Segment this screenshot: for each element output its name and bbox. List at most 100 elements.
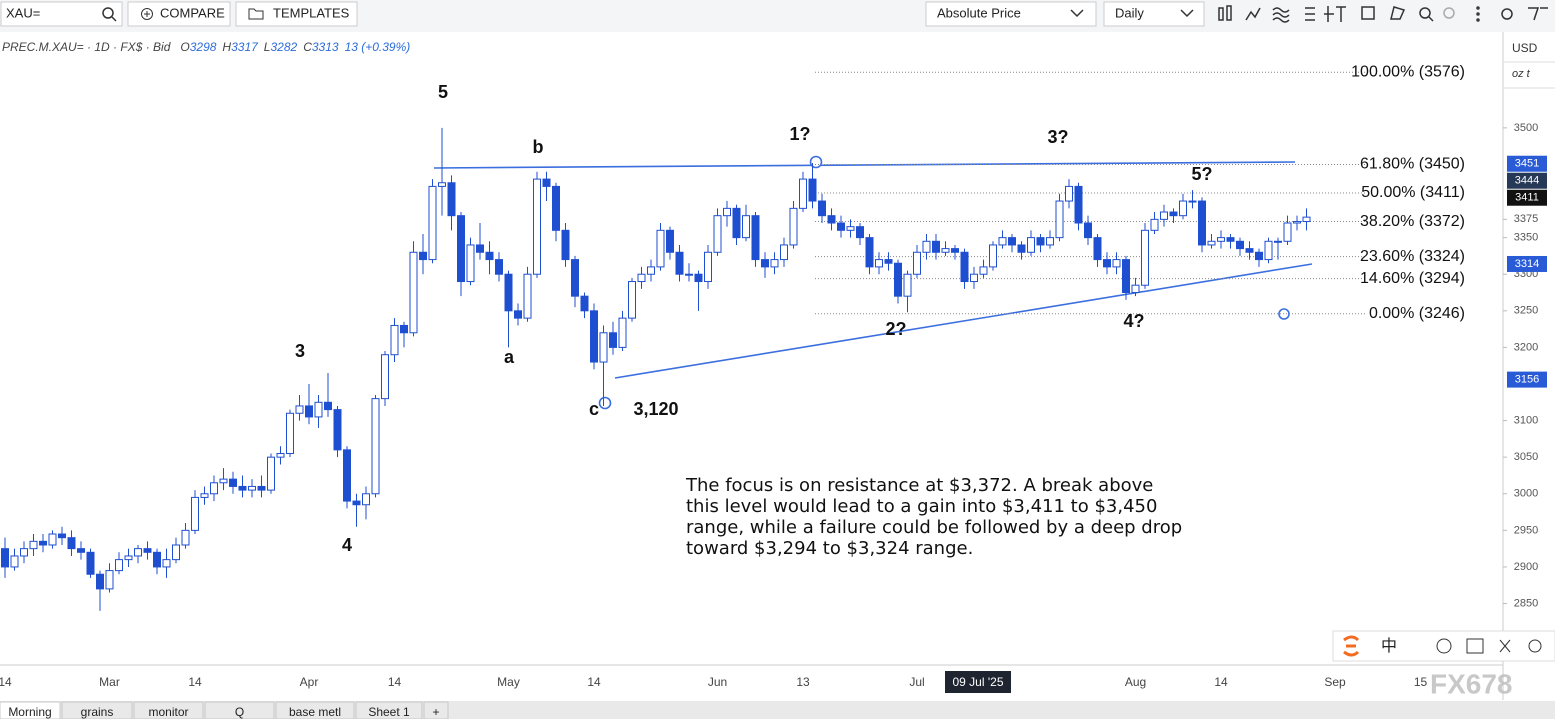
tab-label[interactable]: grains [81,705,114,719]
candle-body [495,259,503,275]
candle-body [1293,221,1301,224]
candle-body [1179,200,1187,217]
candle-body [1274,240,1282,243]
candle-body [846,226,855,231]
x-tick-label: Sep [1324,675,1346,689]
candle-body [628,281,636,319]
candle-body [229,478,237,487]
y-tick-label: 3050 [1514,451,1538,463]
candle-body [789,207,798,246]
candle-body [875,259,883,268]
x-tick-label: Mar [99,675,120,689]
candle-body [67,537,76,550]
candle-body [1255,251,1263,261]
candle-body [1074,185,1083,224]
candle-body [514,310,522,319]
candle-body [1169,211,1178,217]
dock[interactable]: 中 [1332,630,1555,662]
candle-body [751,215,760,261]
chart-legend: PREC.M.XAU= · 1D · FX$ · Bid O3298 H3317 L3… [2,40,410,54]
fib-label: 50.00% (3411) [1361,184,1465,201]
y-tick-label: 3200 [1514,341,1538,353]
candle-body [542,178,551,187]
price-mode-label: Absolute Price [937,5,1021,20]
candle-body [1217,237,1225,242]
tab-label[interactable]: Q [235,705,244,719]
candle-body [1283,222,1292,242]
templates-button[interactable]: TEMPLATES [235,1,358,27]
candle-body [457,215,465,283]
y-tick-label: 2850 [1514,597,1538,609]
candle-body [903,273,912,297]
candle-body [1131,284,1140,294]
tool-icons[interactable] [1218,5,1548,23]
candle-body [1093,237,1102,261]
candle-body [314,401,323,418]
candle-body [276,453,285,458]
weight-unit[interactable]: oz t [1512,68,1531,80]
trendlines [433,155,1313,410]
tab-label[interactable]: monitor [148,705,188,719]
candle-body [941,248,950,253]
candle-body [381,354,389,400]
candle-body [77,548,85,553]
candle-body [428,185,437,261]
x-tick-label: May [497,675,520,689]
candle-body [238,485,247,491]
candle-body [666,229,674,253]
wave-label: b [533,137,544,157]
wave-label: c [589,399,599,419]
candle-body [922,240,931,253]
legend-ohlc-label: C [303,40,312,54]
x-tick-label: 14 [0,675,12,689]
x-tick-label: 14 [388,675,402,689]
candle-body [770,259,779,268]
candle-body [447,182,456,217]
candle-body [1112,259,1121,268]
search-box[interactable]: XAU= [0,1,123,27]
legend-change: 13 (+0.39%) [345,40,411,54]
candle-body [39,540,47,546]
compare-button[interactable]: COMPARE [127,1,231,27]
candle-body [476,244,484,253]
legend-ohlc-label: H [222,40,231,54]
candle-body [913,251,921,275]
wave-label: 3,120 [633,399,678,419]
x-tick-label: 14 [188,675,202,689]
search-text: XAU= [6,5,40,20]
tab-label[interactable]: + [432,705,439,719]
tab-label[interactable]: Sheet 1 [368,705,410,719]
candle-body [29,540,38,550]
tab-label[interactable]: base metl [289,705,341,719]
candle-body [637,273,646,283]
candle-body [295,405,304,414]
candle-body [343,449,351,502]
candle-body [1055,200,1064,239]
interval-dropdown[interactable]: Daily [1103,1,1205,27]
legend-ohlc-value: 3282 [270,40,297,54]
candle-body [1103,259,1111,268]
y-tick-label: 3500 [1514,122,1538,134]
candle-body [86,551,95,575]
candle-body [248,485,256,491]
candle-body [742,215,750,239]
candle-body [1,548,9,568]
commentary-line: this level would lead to a gain into $3,… [686,496,1157,517]
candle-body [191,496,199,531]
tab-label[interactable]: Morning [8,705,51,719]
dock-lang[interactable]: 中 [1381,637,1397,655]
candle-body [1207,240,1216,246]
price-mode-dropdown[interactable]: Absolute Price [925,1,1097,27]
candle-body [96,573,104,590]
legend-symbol: PREC.M.XAU= · 1D · FX$ · Bid [2,40,171,54]
currency-unit[interactable]: USD [1512,41,1538,55]
y-tick-label: 2900 [1514,561,1538,573]
fib-label: 100.00% (3576) [1351,63,1465,80]
candle-body [1122,259,1130,294]
candle-body [333,409,342,451]
candle-body [827,215,836,224]
candle-body [704,251,712,283]
candle-body [48,533,57,546]
